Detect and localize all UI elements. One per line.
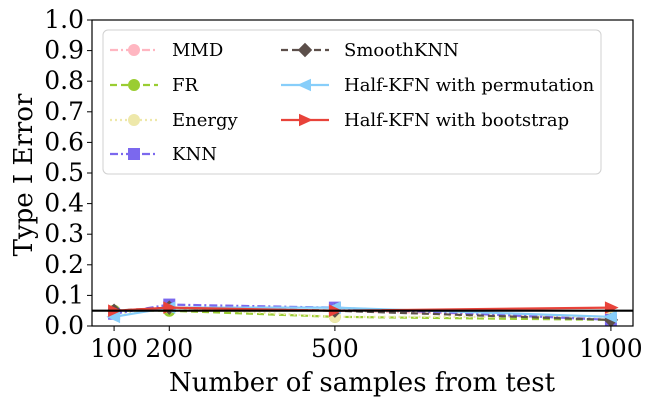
- y-tick-label: 0.9: [44, 36, 84, 65]
- legend-label: KNN: [172, 144, 217, 165]
- legend-entry-energy: Energy: [110, 110, 239, 131]
- y-tick-label: 0.4: [44, 189, 84, 218]
- legend-entry-half-kfn-with-bootstrap: Half-KFN with bootstrap: [281, 110, 569, 131]
- x-axis-title: Number of samples from test: [169, 368, 556, 398]
- x-tick-label: 1000: [579, 334, 643, 363]
- legend-marker-energy: [128, 114, 140, 126]
- legend-marker-half-kfn-with-permutation: [297, 78, 311, 92]
- y-tick-label: 0.1: [44, 280, 84, 309]
- y-tick-label: 0.2: [44, 250, 84, 279]
- y-tick-label: 0.6: [44, 127, 84, 156]
- legend-label: MMD: [172, 40, 223, 61]
- legend-entry-smoothknn: SmoothKNN: [281, 40, 459, 61]
- y-tick-label: 0.8: [44, 66, 84, 95]
- y-tick-label: 0.3: [44, 219, 84, 248]
- legend-label: Half-KFN with bootstrap: [344, 110, 569, 131]
- legend-marker-half-kfn-with-bootstrap: [299, 113, 313, 127]
- legend-marker-fr: [128, 79, 140, 91]
- x-tick-label: 100: [90, 334, 138, 363]
- legend-entry-mmd: MMD: [110, 40, 223, 61]
- legend-marker-knn: [128, 148, 140, 160]
- y-axis-title: Type I Error: [9, 93, 39, 256]
- y-tick-label: 0.0: [44, 311, 84, 340]
- legend: MMD FR Energy KNN SmoothKNN Half-KFN with per…: [102, 29, 602, 175]
- legend-marker-mmd: [128, 44, 140, 56]
- legend-label: Energy: [172, 110, 239, 131]
- legend-label: SmoothKNN: [344, 40, 459, 61]
- y-tick-label: 0.5: [44, 158, 84, 187]
- legend-entry-fr: FR: [110, 75, 198, 96]
- y-tick-label: 1.0: [44, 5, 84, 34]
- series-layer: [92, 298, 633, 328]
- series-line-half-kfn-with-permutation: [113, 306, 611, 318]
- legend-marker-smoothknn: [297, 42, 313, 58]
- legend-entry-knn: KNN: [110, 144, 217, 165]
- legend-label: Half-KFN with permutation: [344, 75, 595, 96]
- x-tick-label: 500: [311, 334, 359, 363]
- x-tick-label: 200: [145, 334, 193, 363]
- series-line-half-kfn-with-bootstrap: [114, 306, 611, 312]
- y-tick-label: 0.7: [44, 97, 84, 126]
- legend-entry-half-kfn-with-permutation: Half-KFN with permutation: [281, 75, 595, 96]
- data-point-half-kfn-with-permutation: [603, 310, 617, 324]
- legend-box: [102, 29, 602, 175]
- legend-label: FR: [172, 75, 198, 96]
- axes-layer: 0.00.10.20.30.40.50.60.70.80.91.0 100 200 5…: [44, 5, 642, 363]
